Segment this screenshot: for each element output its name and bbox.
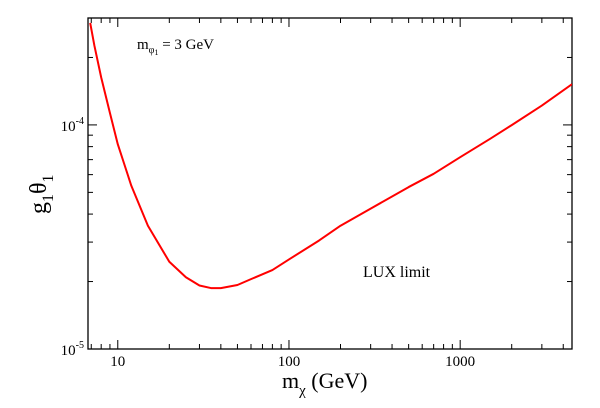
y-label-theta: θ (26, 183, 52, 195)
annotation-phi-sub: 1 (154, 48, 158, 57)
tick-marks (88, 18, 572, 350)
plot-frame (87, 17, 573, 350)
annotation-m: m (137, 37, 149, 53)
y-tick-mantissa: 10 (61, 343, 76, 359)
y-tick-exponent: -5 (76, 340, 84, 351)
x-label-units: (GeV) (306, 368, 368, 393)
series-group (89, 22, 572, 290)
legend-lux-limit: LUX limit (363, 264, 431, 281)
y-tick-mantissa: 10 (61, 119, 76, 135)
x-tick-label: 1000 (445, 354, 475, 370)
x-tick-label: 10 (110, 354, 125, 370)
series-line-lux-limit (89, 22, 572, 290)
y-label-g: g (26, 202, 52, 214)
annotation-rest: = 3 GeV (158, 37, 214, 53)
x-label-main: m (282, 368, 299, 393)
mass-annotation: mφ1 = 3 GeV (137, 37, 214, 57)
y-tick-label: 10-4 (61, 116, 84, 135)
y-axis-label: g1θ1 (26, 175, 57, 215)
annotation-phi: φ (149, 45, 155, 56)
y-tick-label: 10-5 (61, 340, 84, 359)
x-label-sub: χ (298, 383, 306, 399)
x-axis-label: mχ (GeV) (282, 368, 368, 399)
y-label-theta-sub: 1 (40, 175, 57, 183)
y-tick-exponent: -4 (76, 116, 84, 127)
x-tick-label: 100 (278, 354, 301, 370)
y-label-g-sub: 1 (40, 194, 57, 202)
